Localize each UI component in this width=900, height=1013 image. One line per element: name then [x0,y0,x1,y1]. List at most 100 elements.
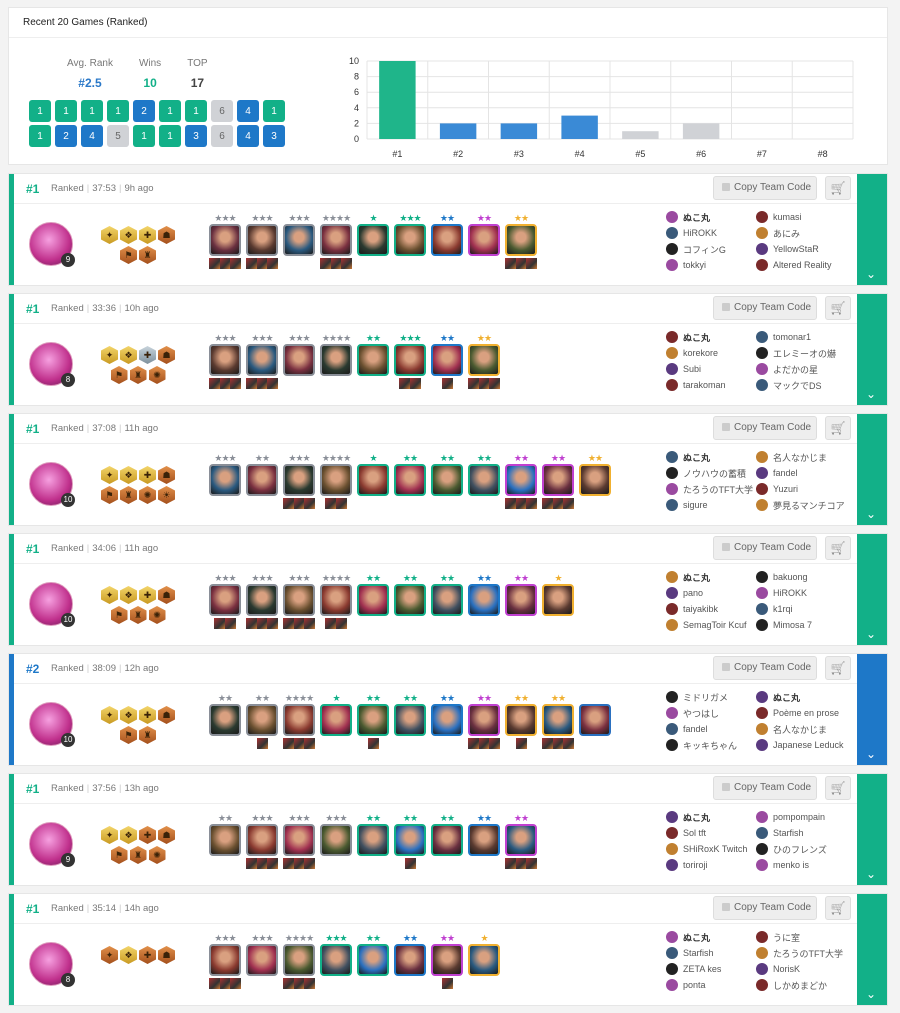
player-link[interactable]: Sol tft [666,827,756,839]
player-link[interactable]: よだかの星 [756,363,856,375]
unit[interactable]: ★★ [357,332,389,390]
placement-cell[interactable]: 3 [185,125,207,147]
item-icon[interactable] [246,378,257,389]
unit[interactable]: ★★ [357,692,389,750]
item-icon[interactable] [489,378,501,389]
item-icon[interactable] [304,738,316,749]
item-icon[interactable] [230,978,242,989]
expand-button[interactable]: ⌄ [857,534,887,645]
expand-button[interactable]: ⌄ [857,654,887,765]
unit[interactable]: ★★ [542,692,575,750]
player-link[interactable]: menko is [756,859,856,871]
item-icon[interactable] [563,738,575,749]
placement-cell[interactable]: 1 [29,100,51,122]
trait-icon[interactable]: ✚ [139,226,156,244]
item-icon[interactable] [542,738,553,749]
unit[interactable]: ★★ [246,452,278,510]
unit[interactable]: ★★★ [283,572,316,630]
item-icon[interactable] [478,738,490,749]
item-icon[interactable] [367,738,379,749]
unit[interactable]: ★★★ [209,452,241,510]
trait-icon[interactable]: ⚑ [110,606,128,624]
trait-icon[interactable]: ✦ [101,586,118,604]
unit[interactable]: ★★ [394,812,426,870]
trait-icon[interactable]: ✚ [139,706,156,724]
item-icon[interactable] [330,258,342,269]
unit[interactable]: ★★★ [283,812,316,870]
unit[interactable]: ★★ [431,212,463,270]
placement-cell[interactable]: 4 [81,125,103,147]
unit[interactable]: ★★★ [209,212,242,270]
item-icon[interactable] [542,498,553,509]
player-link[interactable]: うに室 [756,931,856,943]
item-icon[interactable] [293,498,305,509]
placement-cell[interactable]: 2 [55,125,77,147]
unit[interactable]: ★★ [468,572,500,630]
player-link[interactable]: Japanese Leduck [756,739,856,751]
item-icon[interactable] [256,258,268,269]
item-icon[interactable] [283,858,294,869]
unit[interactable]: ★★ [357,572,389,630]
item-icon[interactable] [246,618,257,629]
item-icon[interactable] [209,378,220,389]
item-icon[interactable] [256,378,268,389]
copy-team-code-button[interactable]: Copy Team Code [713,896,817,920]
item-icon[interactable] [246,258,257,269]
item-icon[interactable] [505,498,516,509]
cart-button[interactable]: 🛒 [825,176,851,200]
unit[interactable]: ★★ [431,572,463,630]
player-link[interactable]: ぬこ丸 [666,211,756,223]
placement-cell[interactable]: 6 [211,125,233,147]
item-icon[interactable] [214,618,225,629]
player-link[interactable]: Altered Reality [756,259,856,271]
unit[interactable]: ★★ [468,812,500,870]
unit[interactable]: ★★ [505,452,538,510]
unit[interactable]: ★★★ [394,212,426,270]
player-link[interactable]: SHiRoxK Twitch [666,843,756,855]
placement-cell[interactable]: 1 [185,100,207,122]
placement-cell[interactable]: 3 [263,125,285,147]
unit[interactable]: ★★ [468,452,500,510]
player-link[interactable]: pompompain [756,811,856,823]
player-link[interactable]: kumasi [756,211,856,223]
unit[interactable]: ★★★ [246,212,279,270]
player-link[interactable]: 夢見るマンチコア [756,499,856,511]
trait-icon[interactable]: ✦ [101,466,118,484]
cart-button[interactable]: 🛒 [825,536,851,560]
player-link[interactable]: taiyakibk [666,603,756,615]
player-link[interactable]: NorisK [756,963,856,975]
item-icon[interactable] [441,378,453,389]
placement-cell[interactable]: 1 [29,125,51,147]
unit[interactable]: ★★★ [246,332,279,390]
trait-icon[interactable]: ✚ [139,946,156,964]
copy-team-code-button[interactable]: Copy Team Code [713,416,817,440]
item-icon[interactable] [552,498,564,509]
player-link[interactable]: キッキちゃん [666,739,756,751]
unit[interactable]: ★★★ [394,332,426,390]
placement-cell[interactable]: 1 [159,125,181,147]
item-icon[interactable] [515,258,527,269]
unit[interactable]: ★★ [431,812,463,870]
trait-icon[interactable]: ⚑ [110,366,128,384]
item-icon[interactable] [256,738,268,749]
trait-icon[interactable]: ✺ [148,606,166,624]
item-icon[interactable] [283,498,294,509]
placement-cell[interactable]: 1 [159,100,181,122]
unit[interactable] [579,692,611,750]
item-icon[interactable] [267,378,279,389]
item-icon[interactable] [526,858,538,869]
player-link[interactable]: たろうのTFT大学 [666,483,756,495]
player-link[interactable]: ノウハウの蓄積 [666,467,756,479]
placement-cell[interactable]: 1 [107,100,129,122]
trait-icon[interactable]: ✚ [139,826,156,844]
trait-icon[interactable]: ♜ [129,366,147,384]
player-link[interactable]: ZETA kes [666,963,756,975]
item-icon[interactable] [325,498,336,509]
item-icon[interactable] [246,858,257,869]
item-icon[interactable] [304,498,316,509]
player-link[interactable]: ひのフレンズ [756,843,856,855]
item-icon[interactable] [478,378,490,389]
item-icon[interactable] [336,498,347,509]
unit[interactable]: ★★★ [320,812,352,870]
player-link[interactable]: ぬこ丸 [666,811,756,823]
